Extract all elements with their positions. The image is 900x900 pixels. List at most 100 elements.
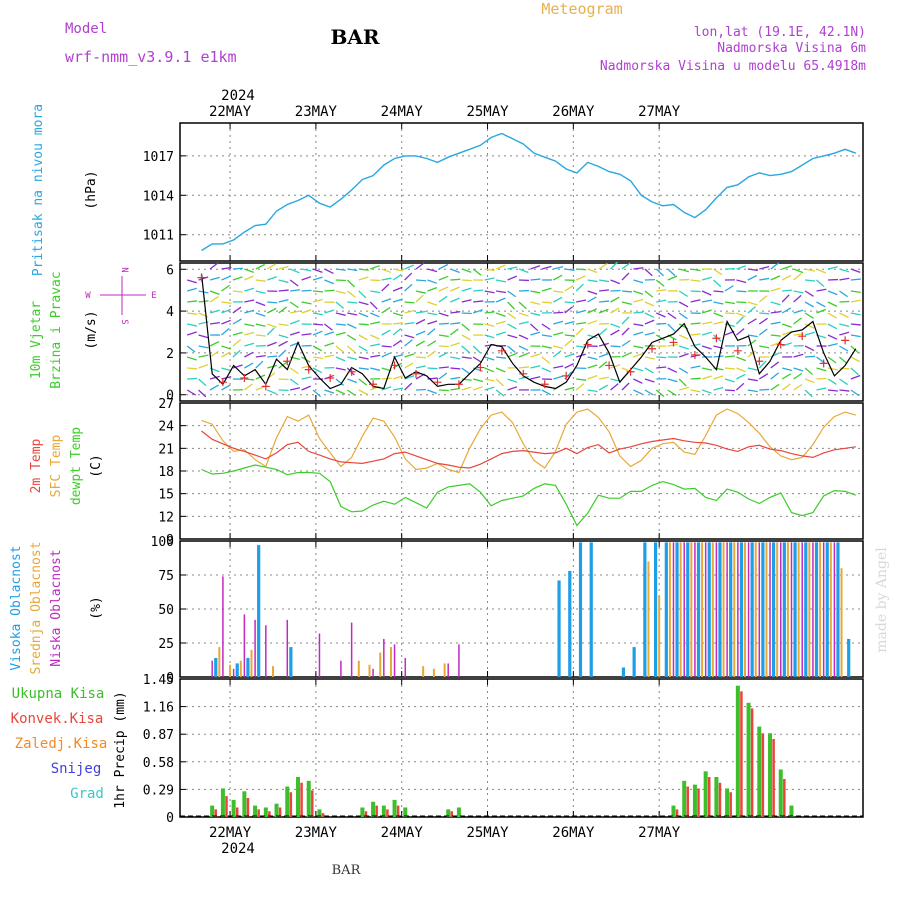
wind-arrow [290, 289, 301, 292]
wind-arrow [747, 274, 758, 281]
wind-arrow [301, 289, 312, 292]
convective-precip-bar [718, 782, 722, 817]
mid-cloud-bar [808, 542, 811, 677]
low-cloud-bar [350, 622, 353, 677]
mid-cloud-bar [658, 595, 661, 677]
wind-arrow [598, 353, 609, 358]
wind-arrow [450, 268, 460, 274]
wind-axis-name2: Brzina i Pravac [49, 271, 64, 388]
wind-arrow [415, 356, 427, 359]
wind-arrow [427, 350, 436, 358]
total-precip-bar [692, 784, 697, 817]
wind-arrow [404, 339, 413, 347]
wind-arrow [530, 323, 539, 332]
mid-cloud-bar [743, 542, 746, 677]
high-cloud-bar [214, 657, 218, 677]
temp-axis-name3: dewpt Temp [69, 427, 84, 505]
wind-arrow [770, 361, 780, 369]
wind-arrow [827, 356, 837, 364]
wind-speed-observed-point [583, 340, 592, 349]
mid-cloud-bar [229, 664, 232, 677]
wind-compass: N S W E [85, 267, 156, 324]
wind-arrow [438, 322, 449, 325]
wind-arrow [759, 266, 770, 270]
wind-arrow [587, 364, 598, 369]
wind-arrow [473, 300, 484, 303]
wind-arrow [289, 387, 301, 391]
wind-arrow [312, 330, 323, 336]
wind-arrow [324, 342, 335, 347]
wind-arrow [713, 321, 724, 325]
total-precip-bar [296, 777, 301, 817]
wind-arrow [381, 352, 392, 358]
wind-speed-observed-point [304, 365, 313, 374]
wind-arrow [736, 367, 746, 373]
wind-arrow [392, 273, 402, 281]
wind-arrow [564, 268, 575, 272]
total-precip-bar [789, 805, 794, 817]
total-precip-bar [231, 799, 236, 817]
wind-arrow [358, 312, 369, 318]
wind-arrow [541, 301, 552, 304]
wind-arrow [827, 312, 837, 319]
wind-arrow [450, 286, 460, 292]
wind-arrow [690, 299, 701, 303]
wind-arrow [644, 319, 655, 325]
low-cloud-bar [694, 542, 696, 677]
wind-arrow [804, 323, 815, 329]
wind-arrow [358, 323, 369, 326]
wind-arrow [472, 356, 482, 364]
high-cloud-bar [621, 667, 626, 677]
wind-arrow [805, 279, 816, 282]
wind-arrow [450, 311, 461, 314]
total-precip-bar [253, 805, 258, 817]
wind-arrow [507, 352, 518, 358]
wind-arrow [839, 378, 849, 386]
wind-arrow [701, 331, 712, 336]
wind-arrow [667, 323, 676, 332]
total-precip-bar [210, 805, 215, 817]
wind-arrow [576, 321, 587, 325]
wind-arrow [392, 268, 404, 272]
wind-arrow [770, 334, 781, 337]
wind-arrow [335, 301, 345, 309]
wind-arrow [232, 339, 242, 347]
wind-panel: 0 2 4 6 [166, 261, 864, 404]
wind-arrow [484, 378, 495, 382]
wind-arrow [232, 318, 242, 325]
wind-arrow [496, 290, 507, 294]
total-precip-bar [778, 769, 783, 817]
convective-precip-bar [675, 809, 679, 817]
wind-arrow [278, 306, 288, 314]
wind-arrow [507, 312, 517, 320]
wind-arrow [438, 389, 449, 392]
wind-arrow [850, 299, 861, 303]
wind-speed-observed-point [283, 357, 292, 366]
day-label-bottom: 24MAY [381, 825, 424, 841]
day-label-top: 22MAY [209, 104, 252, 120]
total-precip-bar [703, 771, 708, 817]
wind-arrow [335, 331, 346, 336]
wind-arrow [598, 328, 608, 336]
wind-arrow [713, 268, 723, 276]
wind-arrow [415, 294, 424, 303]
wind-arrow [335, 312, 346, 316]
wind-arrow [232, 306, 242, 314]
wind-arrow [633, 290, 644, 295]
high-cloud-bar [750, 542, 754, 677]
wind-arrow [450, 356, 461, 360]
wind-arrow [553, 296, 563, 303]
convective-precip-bar [707, 777, 711, 817]
wind-arrow [266, 327, 275, 336]
wind-arrow [495, 378, 504, 387]
wind-arrow [713, 301, 724, 305]
low-cloud-bar [318, 633, 321, 677]
wind-arrow [370, 290, 381, 294]
wind-arrow [507, 290, 517, 298]
wind-arrow [347, 301, 358, 304]
wind-arrow [187, 300, 198, 303]
wind-arrow [267, 389, 277, 395]
wind-arrow [209, 350, 219, 358]
wind-arrow [530, 290, 541, 294]
wind-speed-observed-point [197, 273, 206, 282]
